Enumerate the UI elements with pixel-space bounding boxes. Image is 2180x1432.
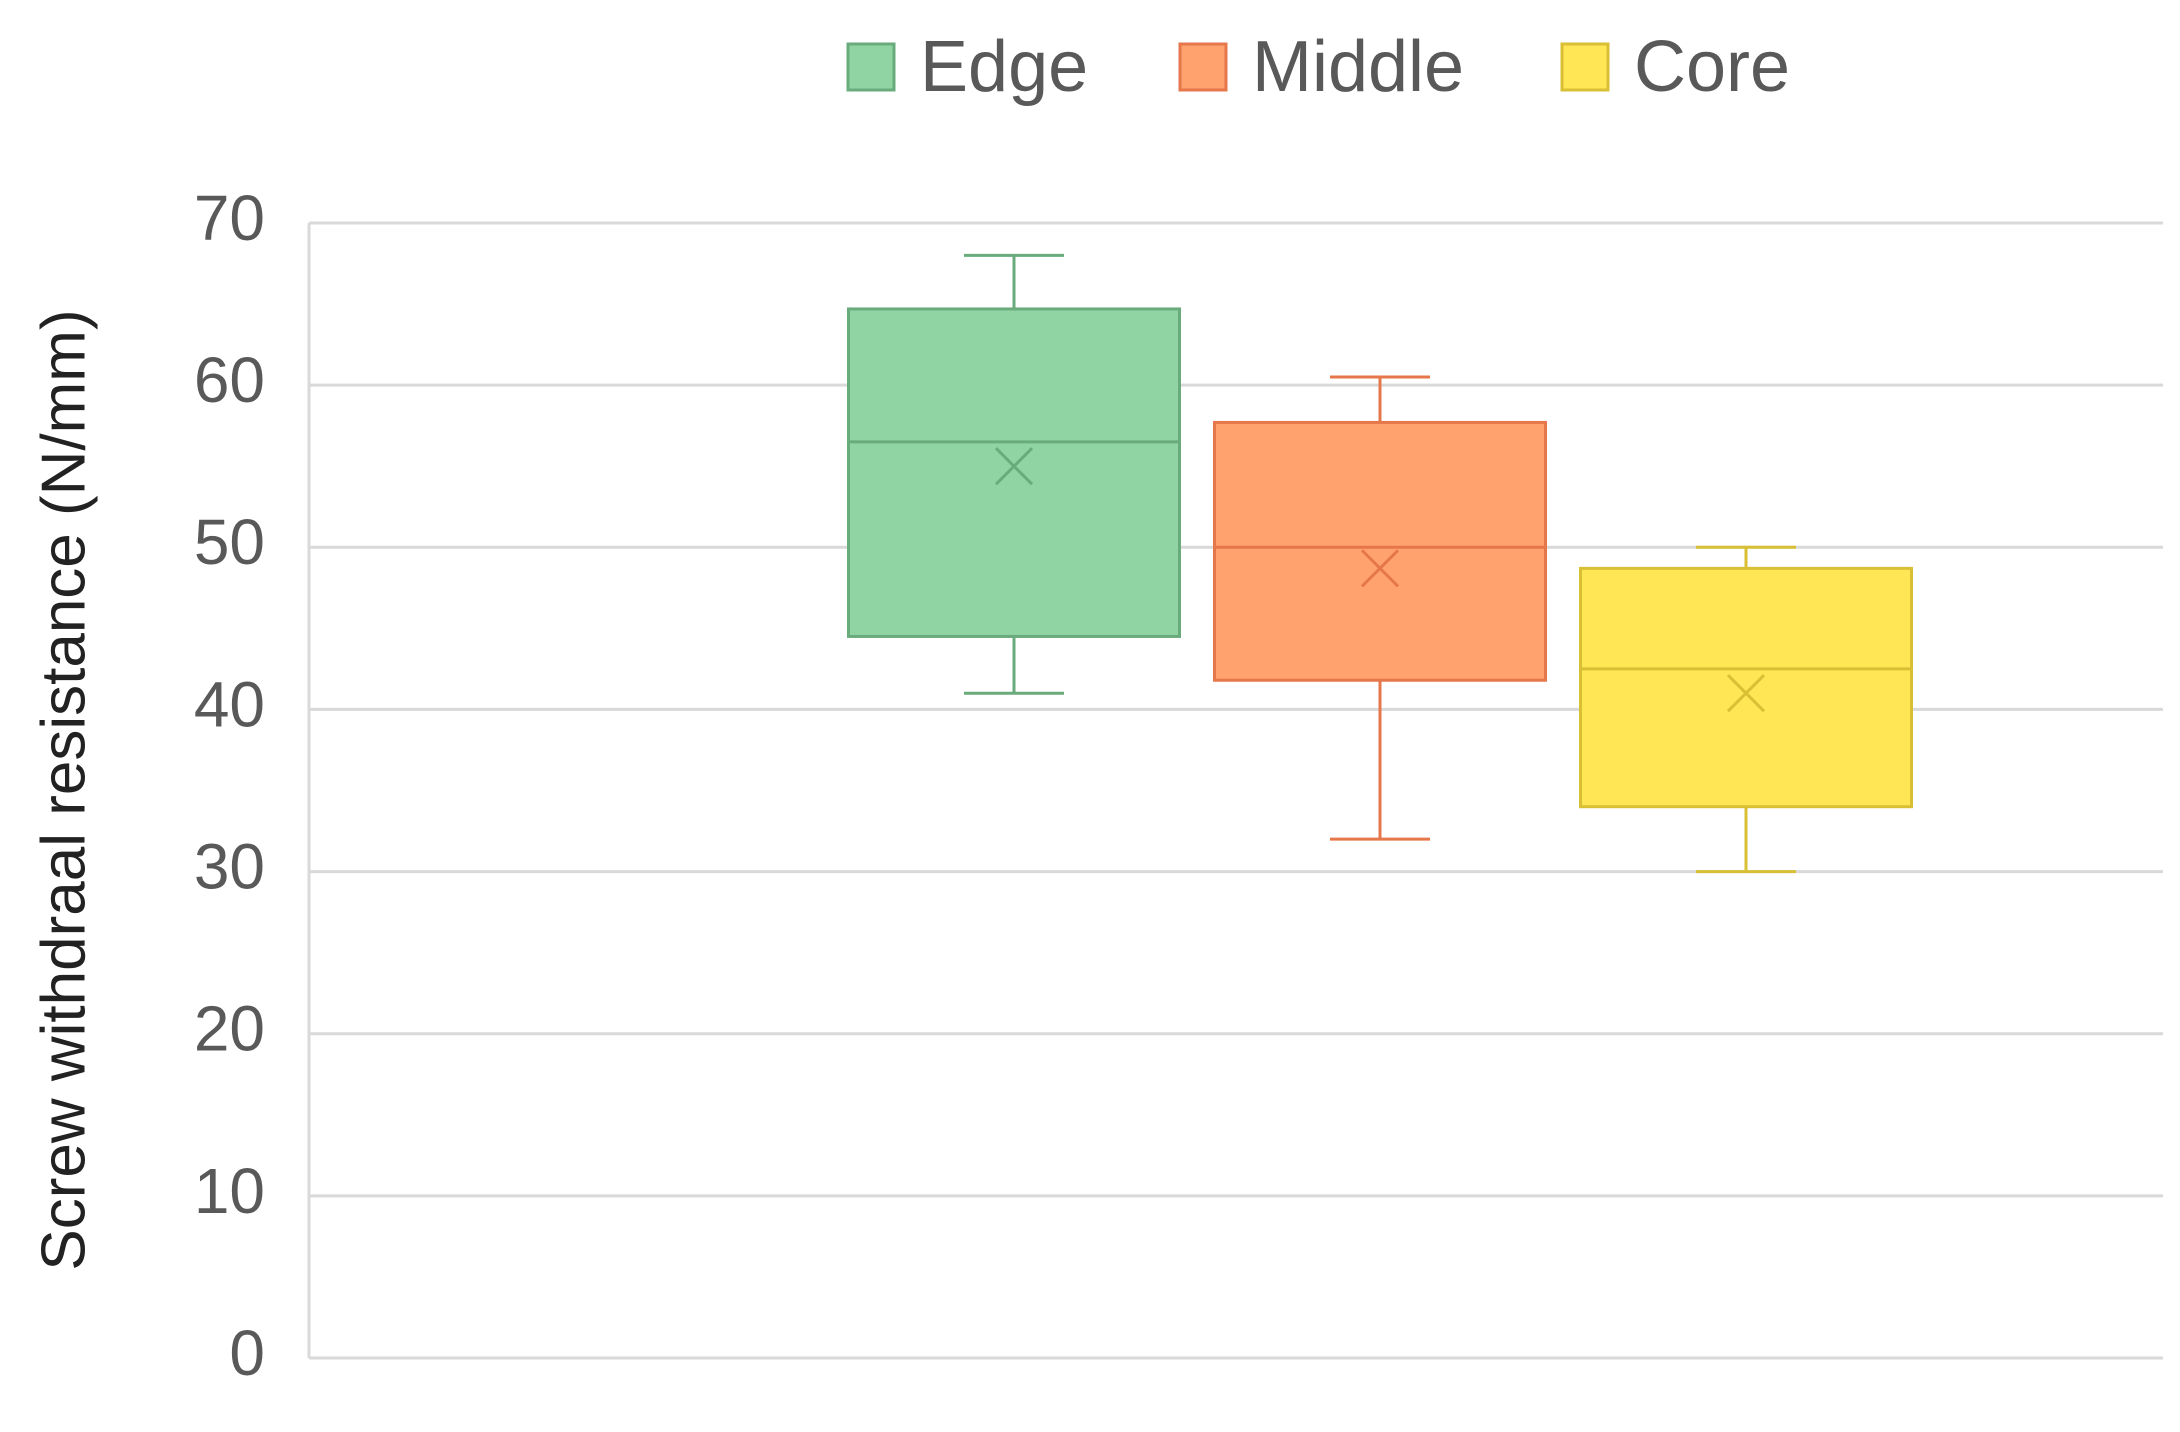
y-tick-label: 60	[194, 344, 265, 416]
legend-label: Middle	[1252, 27, 1464, 107]
box	[847, 307, 1181, 638]
y-axis-label: Screw withdraal resistance (N/mm)	[29, 309, 98, 1270]
y-tick-label: 10	[194, 1155, 265, 1227]
legend-swatch	[1178, 42, 1228, 92]
y-tick-label: 70	[194, 182, 265, 254]
legend-label: Edge	[920, 27, 1088, 107]
y-tick-label: 20	[194, 993, 265, 1065]
mean-marker	[1726, 674, 1766, 713]
box	[1213, 420, 1547, 682]
legend-swatch	[846, 42, 896, 92]
legend-swatch	[1560, 42, 1610, 92]
mean-marker	[1360, 549, 1400, 588]
legend-label: Core	[1634, 27, 1790, 107]
y-tick-label: 40	[194, 668, 265, 740]
box	[1579, 566, 1913, 809]
y-tick-label: 30	[194, 830, 265, 902]
y-tick-label: 50	[194, 506, 265, 578]
mean-marker	[994, 447, 1034, 486]
y-tick-label: 0	[229, 1317, 265, 1389]
